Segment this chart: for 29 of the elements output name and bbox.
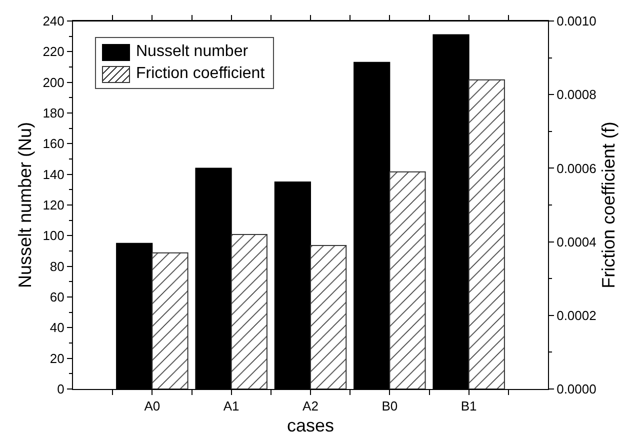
- y-tick-label: 80: [50, 258, 64, 274]
- x-tick-label: B0: [382, 398, 398, 414]
- x-tick-label: B1: [460, 398, 477, 414]
- y-tick-label: 180: [42, 106, 64, 121]
- y-tick-label: 200: [42, 74, 64, 90]
- y-tick-label: 100: [42, 228, 64, 244]
- legend-label: Nusselt number: [136, 42, 248, 62]
- y2-tick-label: 0.0006: [556, 160, 596, 176]
- y-tick-label: 120: [42, 198, 64, 213]
- x-tick-label: A2: [302, 398, 318, 414]
- x-axis-title: cases: [286, 416, 334, 436]
- y2-tick-label: 0.0004: [556, 234, 596, 250]
- y-tick-label: 160: [42, 136, 64, 152]
- y2-tick-label: 0.0010: [556, 14, 596, 29]
- y-tick-label: 140: [42, 166, 64, 182]
- y-axis-title: Nusselt number (Nu): [14, 122, 35, 288]
- x-tick-label: A0: [144, 398, 160, 414]
- y-tick-label: 220: [42, 44, 64, 60]
- y2-tick-label: 0.0000: [556, 382, 596, 397]
- legend-label: Friction coefficient: [136, 64, 265, 84]
- y-tick-label: 240: [42, 14, 64, 29]
- y-tick-label: 40: [50, 320, 64, 336]
- y2-tick-label: 0.0008: [556, 87, 596, 102]
- y-tick-label: 0: [57, 382, 64, 397]
- x-tick-label: A1: [223, 398, 240, 414]
- y2-axis-title: Friction coefficient (f): [598, 122, 618, 288]
- y2-tick-label: 0.0002: [556, 308, 596, 323]
- y-tick-label: 60: [50, 290, 64, 305]
- y-tick-label: 20: [50, 350, 64, 366]
